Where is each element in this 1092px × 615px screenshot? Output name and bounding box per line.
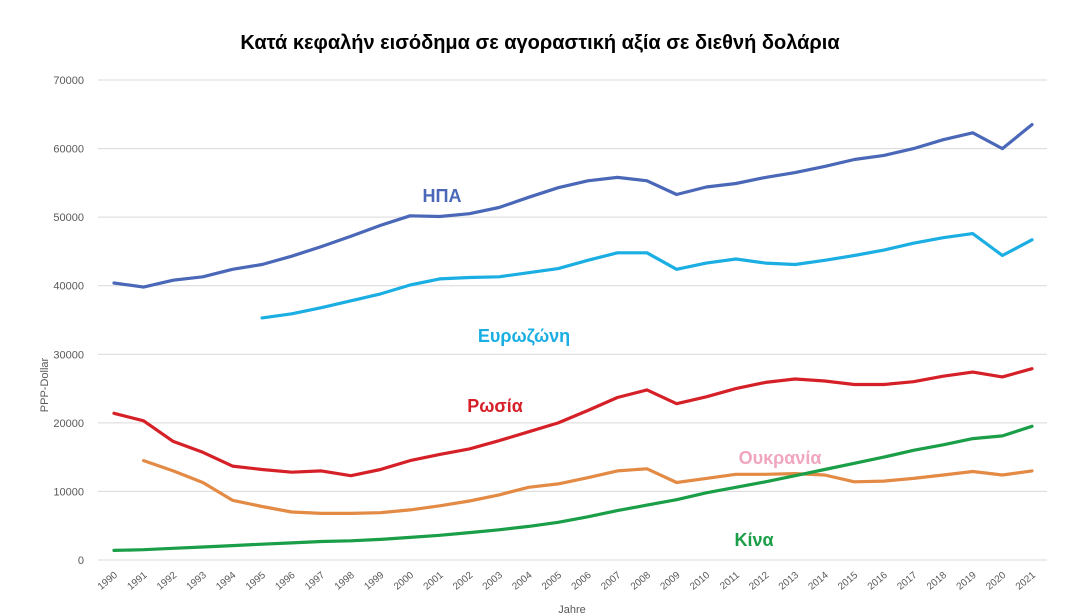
x-axis-ticks: 1990 1991 1992 1993 1994 1995 1996 1997 1998 1999… — [96, 570, 1038, 593]
x-tick-label: 2018 — [925, 570, 949, 593]
y-tick-label: 0 — [78, 555, 84, 567]
x-tick-label: 2008 — [629, 570, 653, 593]
x-tick-label: 2020 — [984, 570, 1008, 593]
series-line — [112, 424, 1034, 552]
x-tick-label: 2006 — [570, 570, 594, 593]
y-tick-label: 10000 — [53, 486, 84, 498]
y-tick-label: 50000 — [53, 212, 84, 224]
x-tick-label: 2010 — [688, 570, 712, 593]
chart-title: Κατά κεφαλήν εισόδημα σε αγοραστική αξία… — [240, 32, 840, 54]
series-lines — [112, 123, 1034, 552]
series-label: Ρωσία — [467, 396, 523, 416]
x-tick-label: 1994 — [214, 570, 238, 593]
x-tick-label: 2004 — [510, 570, 534, 593]
y-tick-label: 20000 — [53, 418, 84, 430]
x-tick-label: 2001 — [422, 570, 446, 593]
series-label: Ουκρανία — [739, 448, 822, 468]
x-tick-label: 1998 — [333, 570, 357, 593]
x-tick-label: 1993 — [185, 570, 209, 593]
series-line — [260, 232, 1034, 320]
x-tick-label: 2019 — [955, 570, 979, 593]
x-tick-label: 2007 — [599, 570, 623, 593]
series-line — [112, 123, 1034, 289]
x-tick-label: 2011 — [718, 570, 742, 593]
y-axis-ticks: 0 10000 20000 30000 40000 50000 60000 70000 — [53, 75, 84, 567]
x-tick-label: 2013 — [777, 570, 801, 593]
x-tick-label: 2003 — [481, 570, 505, 593]
x-tick-label: 2009 — [658, 570, 682, 593]
x-tick-label: 2000 — [392, 570, 416, 593]
x-tick-label: 1995 — [244, 570, 268, 593]
y-tick-label: 40000 — [53, 281, 84, 293]
x-tick-label: 2017 — [895, 570, 919, 593]
x-tick-label: 2016 — [866, 570, 890, 593]
x-tick-label: 2021 — [1014, 570, 1038, 593]
x-tick-label: 2015 — [836, 570, 860, 593]
x-tick-label: 2012 — [747, 570, 771, 593]
y-tick-label: 70000 — [53, 75, 84, 87]
x-tick-label: 1991 — [125, 570, 149, 593]
x-tick-label: 1990 — [96, 570, 120, 593]
series-label: Ευρωζώνη — [478, 326, 570, 347]
x-tick-label: 1997 — [303, 570, 327, 593]
x-tick-label: 2002 — [451, 570, 475, 593]
gridlines — [98, 79, 1047, 561]
y-tick-label: 60000 — [53, 144, 84, 156]
series-label: Κίνα — [734, 530, 773, 550]
series-line — [112, 367, 1034, 478]
series-labels: ΗΠΑ Ευρωζώνη Ρωσία Ουκρανία Κίνα — [423, 186, 822, 550]
x-tick-label: 1999 — [362, 570, 386, 593]
x-tick-label: 2005 — [540, 570, 564, 593]
y-tick-label: 30000 — [53, 349, 84, 361]
series-label: ΗΠΑ — [423, 186, 462, 206]
y-axis-title: PPP-Dollar — [39, 357, 51, 412]
x-tick-label: 1996 — [273, 570, 297, 593]
x-tick-label: 1992 — [155, 570, 179, 593]
series-line — [142, 459, 1034, 515]
x-tick-label: 2014 — [807, 570, 831, 593]
x-axis-title: Jahre — [558, 604, 586, 615]
